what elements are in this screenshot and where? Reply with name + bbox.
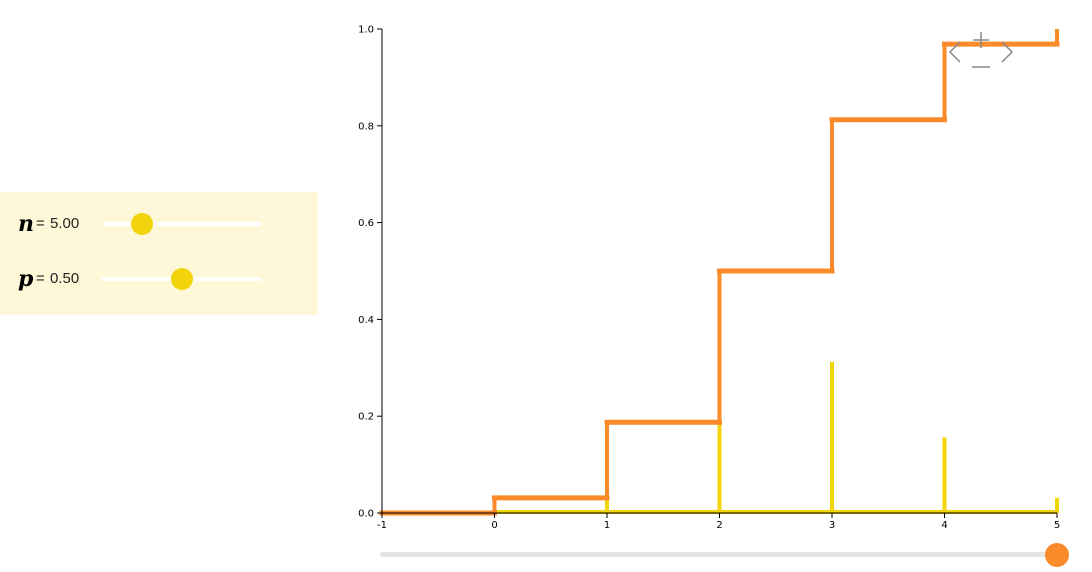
x-tick-label: 3 — [829, 520, 835, 531]
x-tick-label: 2 — [716, 520, 722, 531]
x-tick-label: 0 — [491, 520, 497, 531]
y-tick-label: 0.4 — [358, 315, 374, 326]
param-p-symbol: p — [18, 266, 34, 292]
y-tick-label: 0.2 — [358, 412, 374, 423]
x-slider-thumb[interactable] — [1045, 543, 1069, 567]
x-slider-track[interactable] — [380, 552, 1057, 557]
chevron-right-icon[interactable] — [1001, 41, 1014, 63]
x-tick-label: 4 — [941, 520, 947, 531]
param-row-p: p = 0.50 — [0, 264, 318, 294]
x-tick-label: -1 — [377, 520, 387, 531]
pmf-series — [492, 361, 1059, 514]
x-tick-label: 5 — [1054, 520, 1060, 531]
param-n-value: 5.00 — [50, 215, 80, 232]
n-slider-thumb[interactable] — [131, 213, 153, 235]
y-tick-label: 1.0 — [358, 25, 374, 36]
cdf-series — [379, 29, 1060, 516]
plus-icon[interactable] — [973, 32, 989, 48]
param-n-equals: = — [36, 215, 45, 232]
y-tick-label: 0.0 — [358, 509, 374, 520]
parameter-panel: n = 5.00 p = 0.50 — [0, 192, 318, 315]
x-tick-label: 1 — [604, 520, 610, 531]
param-p-equals: = — [36, 270, 45, 287]
param-n-symbol: n — [18, 211, 34, 237]
zoom-controls — [946, 30, 1014, 72]
param-p-value: 0.50 — [50, 270, 80, 287]
n-slider-track[interactable] — [102, 222, 262, 226]
axes: 0.0 0.2 0.4 0.6 0.8 1.0 -1 0 1 2 3 4 5 — [358, 25, 1060, 532]
y-tick-label: 0.8 — [358, 121, 374, 132]
chevron-left-icon[interactable] — [948, 41, 961, 63]
p-slider-thumb[interactable] — [171, 268, 193, 290]
y-tick-label: 0.6 — [358, 218, 374, 229]
param-row-n: n = 5.00 — [0, 209, 318, 239]
